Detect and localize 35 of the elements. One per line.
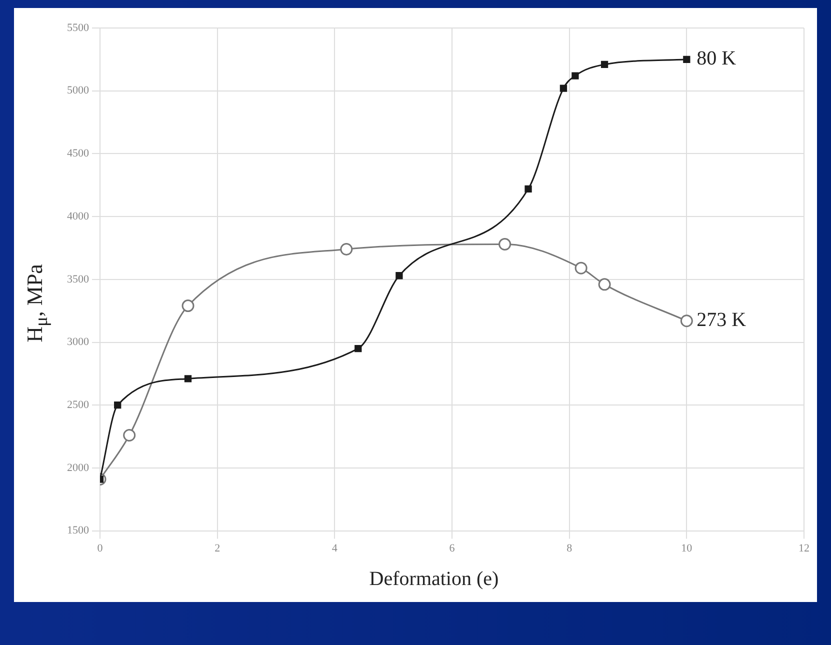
x-tick-label: 2 xyxy=(214,542,220,554)
point xyxy=(600,60,608,68)
y-tick-label: 5000 xyxy=(67,84,90,97)
x-tick-label: 12 xyxy=(798,542,810,554)
y-tick-label: 4000 xyxy=(67,210,90,222)
point xyxy=(560,84,568,92)
point xyxy=(396,272,403,280)
y-tick-label: 5500 xyxy=(67,22,90,34)
point xyxy=(340,242,353,256)
point xyxy=(123,429,136,442)
y-tick-label: 1500 xyxy=(67,524,90,537)
x-tick-label: 4 xyxy=(332,542,338,554)
y-tick-label: 2500 xyxy=(67,398,90,411)
y-tick-label: 4500 xyxy=(67,148,90,160)
x-tick-label: 0 xyxy=(97,542,104,554)
point xyxy=(683,56,690,64)
y-tick-label: 2000 xyxy=(67,462,90,474)
point xyxy=(182,300,194,312)
series-label: 80 K xyxy=(696,48,737,70)
point xyxy=(572,72,579,80)
y-tick-label: 3000 xyxy=(67,336,90,348)
series-label: 273 K xyxy=(696,309,747,332)
x-tick-label: 6 xyxy=(449,542,456,554)
point xyxy=(184,375,192,382)
x-tick-label: 10 xyxy=(681,542,693,554)
point xyxy=(114,402,122,409)
y-tick-label: 3500 xyxy=(67,273,90,286)
point xyxy=(598,278,611,291)
point xyxy=(354,344,362,352)
x-tick-label: 8 xyxy=(566,542,573,554)
point xyxy=(498,238,512,250)
x-axis-title: Deformation (e) xyxy=(368,568,500,591)
point xyxy=(524,185,532,192)
point xyxy=(574,262,588,274)
point xyxy=(680,314,693,328)
